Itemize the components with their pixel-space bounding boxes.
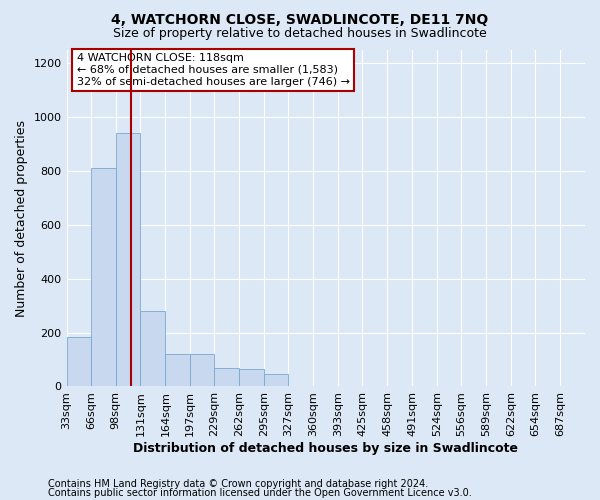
Text: Size of property relative to detached houses in Swadlincote: Size of property relative to detached ho… [113,28,487,40]
Text: 4 WATCHORN CLOSE: 118sqm
← 68% of detached houses are smaller (1,583)
32% of sem: 4 WATCHORN CLOSE: 118sqm ← 68% of detach… [77,54,350,86]
X-axis label: Distribution of detached houses by size in Swadlincote: Distribution of detached houses by size … [133,442,518,455]
Text: 4, WATCHORN CLOSE, SWADLINCOTE, DE11 7NQ: 4, WATCHORN CLOSE, SWADLINCOTE, DE11 7NQ [112,12,488,26]
Text: Contains HM Land Registry data © Crown copyright and database right 2024.: Contains HM Land Registry data © Crown c… [48,479,428,489]
Bar [166,354,190,386]
Bar [140,311,166,386]
Bar [91,168,116,386]
Bar [264,374,289,386]
Bar [214,368,239,386]
Bar [239,369,264,386]
Bar [190,354,214,386]
Bar [67,336,91,386]
Bar [116,134,140,386]
Text: Contains public sector information licensed under the Open Government Licence v3: Contains public sector information licen… [48,488,472,498]
Y-axis label: Number of detached properties: Number of detached properties [15,120,28,316]
